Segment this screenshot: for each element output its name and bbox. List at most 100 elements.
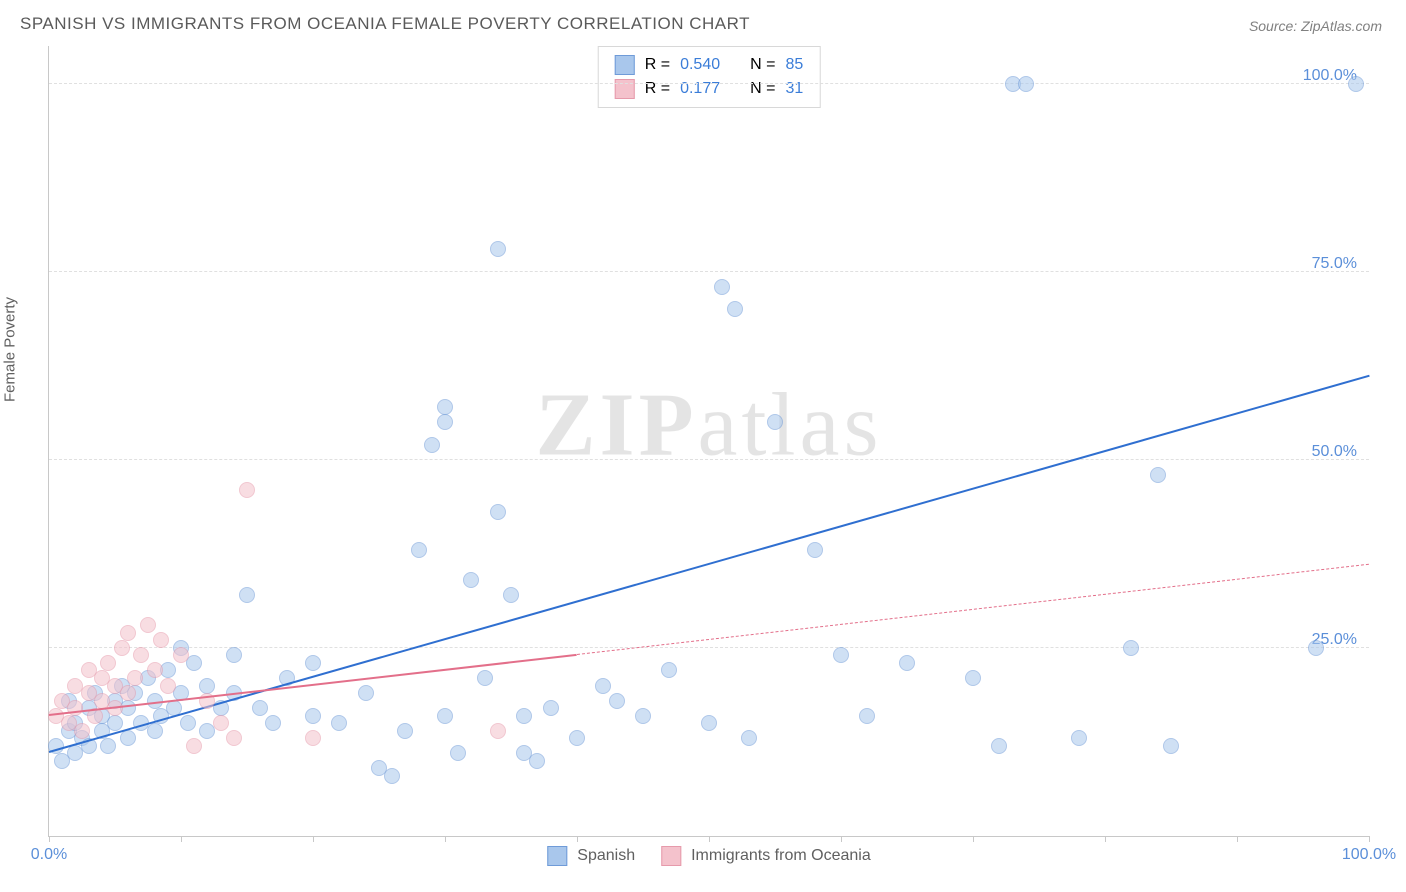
data-point [1150, 467, 1166, 483]
data-point [701, 715, 717, 731]
data-point [100, 738, 116, 754]
watermark-bold: ZIP [536, 376, 698, 475]
data-point [331, 715, 347, 731]
data-point [595, 678, 611, 694]
legend-label: Immigrants from Oceania [691, 847, 871, 865]
gridline [49, 459, 1369, 460]
data-point [833, 647, 849, 663]
data-point [661, 662, 677, 678]
data-point [714, 279, 730, 295]
data-point [1071, 730, 1087, 746]
x-tick [181, 836, 182, 842]
x-tick [1369, 836, 1370, 842]
data-point [727, 301, 743, 317]
data-point [239, 482, 255, 498]
data-point [180, 715, 196, 731]
series-legend: Spanish Immigrants from Oceania [547, 846, 870, 866]
data-point [437, 399, 453, 415]
data-point [305, 730, 321, 746]
data-point [807, 542, 823, 558]
data-point [1308, 640, 1324, 656]
data-point [477, 670, 493, 686]
data-point [569, 730, 585, 746]
correlation-legend: R = 0.540 N = 85 R = 0.177 N = 31 [598, 46, 821, 108]
data-point [226, 647, 242, 663]
y-tick-label: 75.0% [1312, 255, 1357, 273]
data-point [147, 723, 163, 739]
x-tick [577, 836, 578, 842]
data-point [120, 685, 136, 701]
y-tick-label: 50.0% [1312, 443, 1357, 461]
data-point [147, 662, 163, 678]
data-point [516, 708, 532, 724]
data-point [767, 414, 783, 430]
legend-label: Spanish [577, 847, 635, 865]
x-tick [49, 836, 50, 842]
data-point [463, 572, 479, 588]
data-point [67, 700, 83, 716]
data-point [397, 723, 413, 739]
data-point [186, 738, 202, 754]
x-tick [841, 836, 842, 842]
data-point [120, 625, 136, 641]
r-value: 0.540 [680, 56, 720, 74]
square-swatch-icon [661, 846, 681, 866]
x-tick [709, 836, 710, 842]
square-swatch-icon [615, 55, 635, 75]
data-point [437, 414, 453, 430]
gridline [49, 647, 1369, 648]
data-point [1018, 76, 1034, 92]
data-point [133, 647, 149, 663]
x-tick [1105, 836, 1106, 842]
data-point [107, 715, 123, 731]
watermark-light: atlas [698, 376, 883, 475]
data-point [384, 768, 400, 784]
data-point [450, 745, 466, 761]
data-point [635, 708, 651, 724]
data-point [1348, 76, 1364, 92]
data-point [114, 640, 130, 656]
data-point [153, 632, 169, 648]
data-point [991, 738, 1007, 754]
source-attribution: Source: ZipAtlas.com [1249, 18, 1382, 34]
x-tick [973, 836, 974, 842]
data-point [120, 730, 136, 746]
x-tick [313, 836, 314, 842]
data-point [100, 655, 116, 671]
data-point [543, 700, 559, 716]
data-point [213, 715, 229, 731]
data-point [965, 670, 981, 686]
data-point [490, 504, 506, 520]
watermark: ZIPatlas [536, 374, 883, 477]
data-point [899, 655, 915, 671]
gridline [49, 83, 1369, 84]
data-point [437, 708, 453, 724]
legend-row-oceania: R = 0.177 N = 31 [615, 77, 804, 101]
r-label: R = [645, 56, 670, 74]
trend-line [49, 375, 1370, 753]
data-point [226, 730, 242, 746]
data-point [252, 700, 268, 716]
n-label: N = [750, 56, 775, 74]
data-point [305, 655, 321, 671]
x-tick-label: 100.0% [1342, 846, 1396, 864]
data-point [741, 730, 757, 746]
x-tick-label: 0.0% [31, 846, 67, 864]
data-point [74, 723, 90, 739]
y-axis-label: Female Poverty [2, 297, 19, 402]
data-point [490, 723, 506, 739]
data-point [305, 708, 321, 724]
data-point [503, 587, 519, 603]
data-point [358, 685, 374, 701]
chart-title: SPANISH VS IMMIGRANTS FROM OCEANIA FEMAL… [20, 14, 750, 34]
data-point [1163, 738, 1179, 754]
data-point [265, 715, 281, 731]
data-point [859, 708, 875, 724]
data-point [1123, 640, 1139, 656]
data-point [490, 241, 506, 257]
data-point [529, 753, 545, 769]
data-point [140, 617, 156, 633]
data-point [199, 678, 215, 694]
data-point [609, 693, 625, 709]
data-point [160, 678, 176, 694]
